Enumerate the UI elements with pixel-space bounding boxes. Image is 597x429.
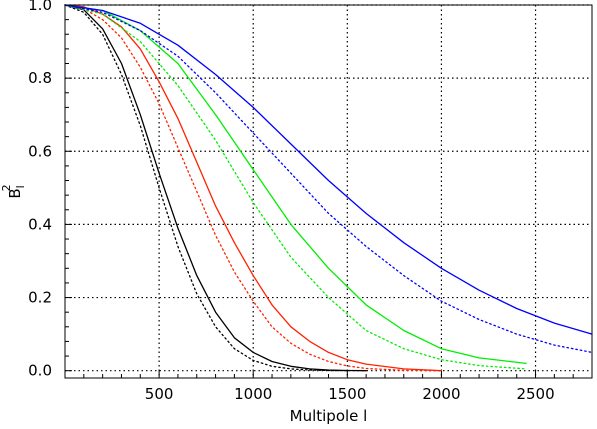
y-axis-title-superscript: 2 — [0, 184, 13, 191]
series-line-6 — [64, 4, 527, 370]
y-tick-label: 0.4 — [28, 215, 52, 233]
plot-frame — [64, 4, 593, 379]
y-axis-title-subscript: l — [14, 185, 27, 188]
x-tick-label: 1000 — [234, 385, 272, 403]
grid-lines — [65, 4, 592, 378]
y-tick-labels: 0.0 0.2 0.4 0.6 0.8 1.0 — [28, 0, 52, 380]
series-line-1 — [64, 4, 367, 372]
x-tick-label: 2000 — [422, 385, 460, 403]
tick-marks — [65, 4, 574, 378]
series-line-5 — [64, 4, 527, 365]
series-line-3 — [64, 4, 443, 372]
series-group — [64, 4, 593, 372]
series-line-7 — [64, 4, 593, 335]
y-tick-label: 1.0 — [28, 0, 52, 14]
x-tick-label: 1500 — [328, 385, 366, 403]
y-tick-label: 0.8 — [28, 69, 52, 87]
series-line-4 — [64, 4, 443, 372]
y-tick-label: 0.6 — [28, 142, 52, 160]
x-axis-title: Multipole l — [290, 407, 368, 425]
series-line-8 — [64, 4, 593, 354]
x-tick-label: 500 — [145, 385, 174, 403]
x-tick-label: 2500 — [516, 385, 554, 403]
y-tick-label: 0.0 — [28, 362, 52, 380]
y-axis-title-base: B — [6, 188, 24, 198]
x-tick-labels: 500 1000 1500 2000 2500 — [145, 385, 555, 403]
y-axis-title: Bl2 — [0, 184, 27, 198]
series-line-2 — [64, 4, 348, 372]
y-tick-label: 0.2 — [28, 289, 52, 307]
